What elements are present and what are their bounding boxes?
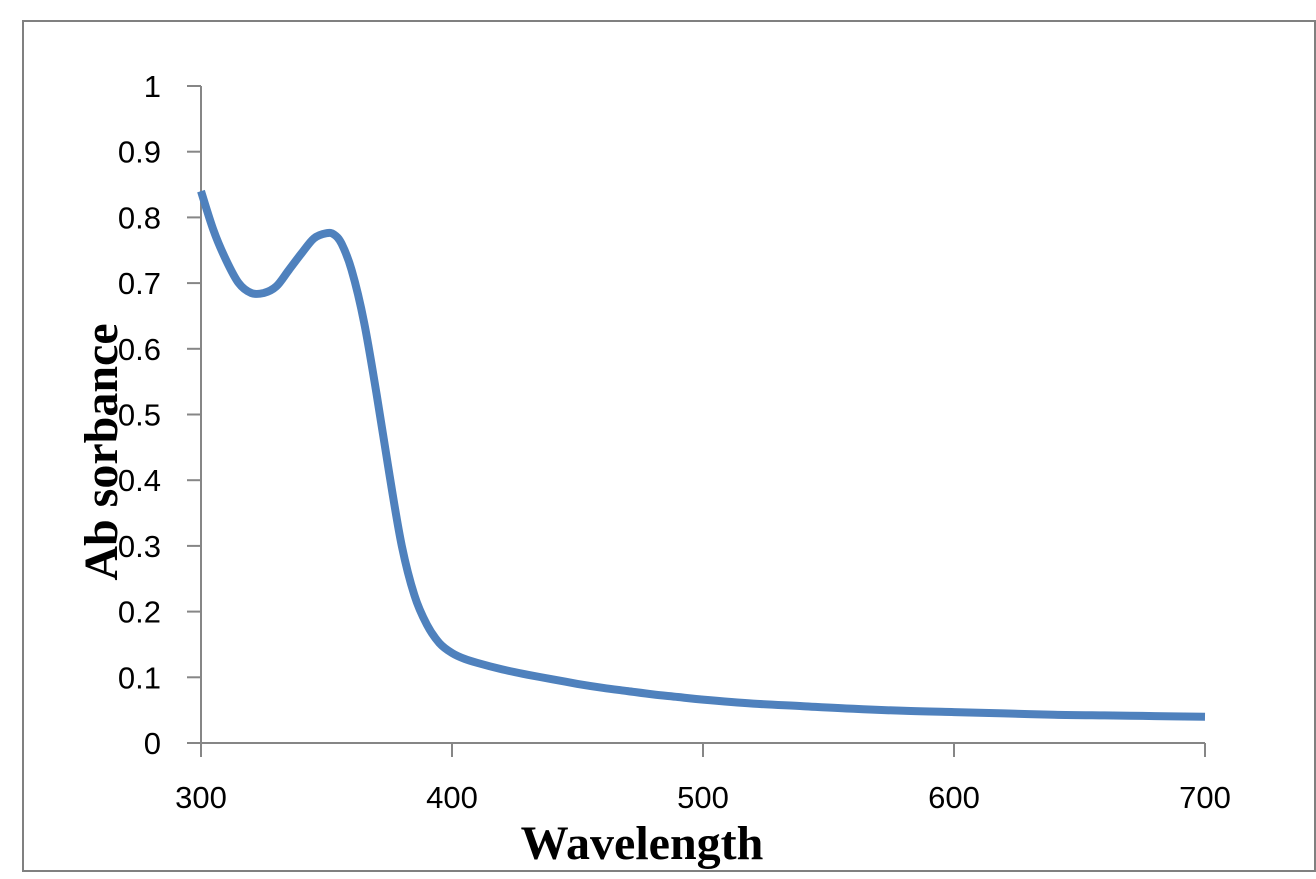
x-tick-label: 300: [175, 780, 227, 815]
y-tick-label: 1: [144, 69, 161, 104]
y-tick-label: 0.8: [118, 200, 161, 235]
x-tick-label: 500: [677, 780, 729, 815]
x-tick-label: 600: [928, 780, 980, 815]
y-tick-label: 0.6: [118, 332, 161, 367]
chart-area: 0 0.1 0.2 0.3 0.4 0.5 0.6 0.7 0.8 0.9 1 300 400 500 60…: [22, 20, 1316, 872]
y-tick-label: 0.1: [118, 660, 161, 695]
y-tick-label: 0.2: [118, 595, 161, 630]
y-tick-label: 0: [144, 726, 161, 761]
x-axis-title: Wavelength: [521, 817, 764, 870]
series-line: [197, 189, 1206, 721]
y-tick-label: 0.4: [118, 463, 161, 498]
chart-svg: 0 0.1 0.2 0.3 0.4 0.5 0.6 0.7 0.8 0.9 1 300 400 500 60…: [75, 69, 1231, 870]
y-axis-title: Ab sorbance: [75, 323, 128, 580]
y-tick-label: 0.7: [118, 266, 161, 301]
y-tick-label: 0.9: [118, 135, 161, 170]
y-tick-label: 0.5: [118, 398, 161, 433]
x-tick-label: 700: [1179, 780, 1231, 815]
y-tick-label: 0.3: [118, 529, 161, 564]
x-tick-label: 400: [426, 780, 478, 815]
